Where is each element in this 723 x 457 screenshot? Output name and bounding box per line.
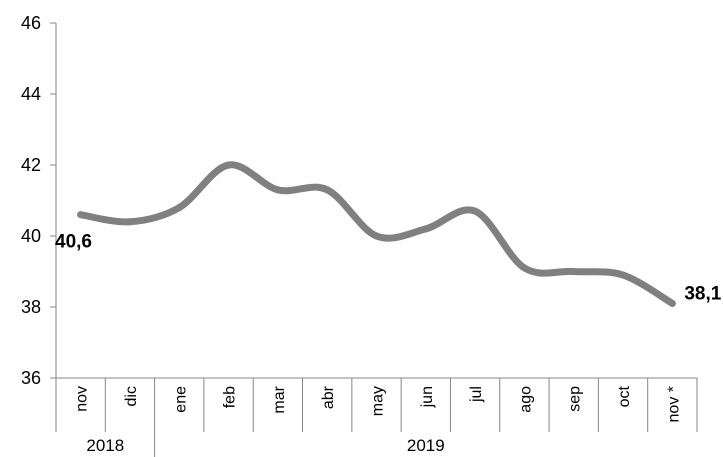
x-tick-label: feb <box>222 386 239 408</box>
data-point <box>77 211 85 219</box>
year-label: 2019 <box>407 436 445 455</box>
data-point <box>668 299 676 307</box>
data-label-last: 38,1 <box>684 283 721 304</box>
x-tick-label: mar <box>271 385 288 413</box>
data-point <box>570 268 578 275</box>
x-tick-label: jun <box>419 386 436 408</box>
y-tick-label: 40 <box>21 226 41 246</box>
y-tick-label: 44 <box>21 84 41 104</box>
x-tick-label: jul <box>468 386 485 403</box>
x-tick-label: may <box>370 386 387 416</box>
x-tick-label: nov * <box>665 386 682 422</box>
data-point <box>619 271 627 279</box>
y-tick-label: 42 <box>21 155 41 175</box>
x-tick-label: ago <box>517 386 534 413</box>
x-tick-label: oct <box>616 385 633 407</box>
year-label: 2018 <box>86 436 124 455</box>
label-layer: 40,6 38,1 <box>55 232 722 305</box>
series-layer <box>77 161 676 307</box>
x-tick-label: nov <box>74 386 91 412</box>
data-point <box>422 225 430 233</box>
data-point <box>274 186 282 194</box>
data-point <box>373 232 380 240</box>
x-tick-label: ene <box>172 386 189 413</box>
x-tick-label: dic <box>123 386 140 406</box>
data-label-first: 40,6 <box>55 232 92 253</box>
data-point <box>126 218 134 226</box>
data-point <box>225 161 233 169</box>
x-tick-label: abr <box>320 385 337 409</box>
data-point <box>175 204 183 212</box>
x-tick-label: sep <box>567 386 584 412</box>
y-tick-label: 46 <box>21 13 41 33</box>
y-tick-label: 36 <box>21 368 41 388</box>
axes: 36 38 40 42 44 46 nov dic ene feb mar abr may jun jul a… <box>21 13 698 457</box>
data-point <box>323 186 331 194</box>
data-point <box>471 207 479 215</box>
data-point <box>520 264 528 272</box>
y-tick-label: 38 <box>21 297 41 317</box>
